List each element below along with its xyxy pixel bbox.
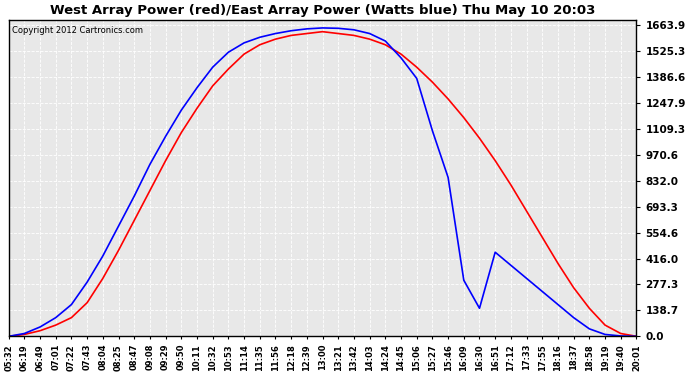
Title: West Array Power (red)/East Array Power (Watts blue) Thu May 10 20:03: West Array Power (red)/East Array Power … bbox=[50, 4, 595, 17]
Text: Copyright 2012 Cartronics.com: Copyright 2012 Cartronics.com bbox=[12, 26, 143, 35]
